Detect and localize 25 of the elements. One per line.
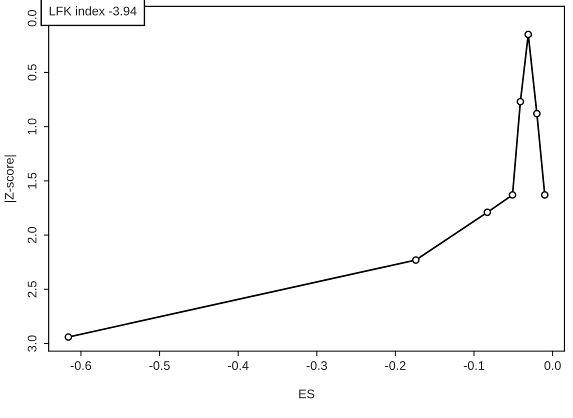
y-tick-label: 0.0	[28, 10, 37, 26]
y-tick-label: 0.5	[28, 64, 37, 81]
point	[508, 191, 516, 199]
point	[540, 191, 549, 199]
point	[533, 110, 541, 118]
y-tick-label: 2.5	[28, 281, 37, 298]
x-tick-label: 0.0	[544, 361, 561, 370]
x-tick-label: -0.3	[306, 361, 327, 370]
y-axis-title: |Z-score|	[4, 155, 16, 202]
point	[64, 333, 72, 341]
x-tick-label: -0.6	[70, 361, 92, 370]
x-axis-title: ES	[299, 389, 314, 398]
x-tick-label: -0.4	[228, 361, 249, 370]
x-tick-label: -0.1	[464, 361, 484, 370]
point	[484, 208, 492, 216]
point	[412, 256, 420, 264]
point	[516, 98, 524, 106]
y-tick-label: 3.0	[28, 335, 37, 352]
y-tick-label: 2.0	[28, 226, 37, 244]
x-tick-label: -0.5	[149, 361, 170, 370]
y-tick-label: 1.0	[28, 118, 37, 134]
point	[524, 30, 532, 38]
annotation: LFK index -3.94	[50, 6, 137, 16]
y-tick-label: 1.5	[28, 172, 37, 189]
x-tick-label: -0.2	[385, 361, 406, 370]
